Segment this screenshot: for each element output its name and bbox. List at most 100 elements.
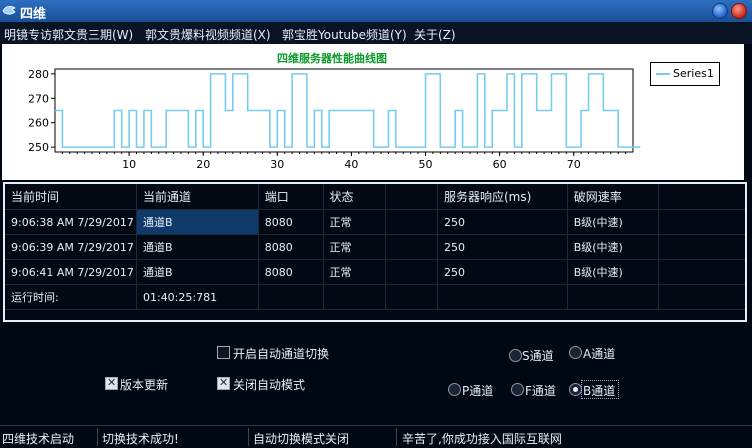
cell-response[interactable]: 250	[437, 209, 568, 235]
cell-time[interactable]: 9:06:41 AM 7/29/2017	[5, 259, 137, 285]
table-row[interactable]: 9:06:41 AM 7/29/2017 通道B 8080 正常 250 B级(…	[5, 259, 745, 285]
cell-blank	[385, 284, 438, 310]
cell-time[interactable]: 9:06:39 AM 7/29/2017	[5, 234, 137, 260]
x-tick-label: 20	[196, 158, 210, 171]
s-channel-label[interactable]: S通道	[522, 349, 554, 363]
p-channel-radio[interactable]	[448, 383, 461, 396]
menu-mingjing-interview[interactable]: 明镜专访郭文贵三期(W)	[4, 28, 134, 42]
cell-empty	[658, 284, 745, 310]
title-bar: 四维	[0, 0, 752, 22]
cell-blank	[258, 284, 324, 310]
cell-blank[interactable]	[385, 209, 438, 235]
x-tick-label: 70	[567, 158, 581, 171]
status-auto-mode: 自动切换模式关闭	[253, 432, 350, 446]
y-tick-label: 280	[28, 68, 49, 81]
header-current-time[interactable]: 当前时间	[5, 184, 137, 210]
chart-title: 四维服务器性能曲线图	[277, 52, 387, 65]
cell-blank	[567, 284, 660, 310]
status-startup: 四维技术启动	[2, 432, 75, 446]
p-channel-label[interactable]: P通道	[462, 384, 494, 398]
cell-status[interactable]: 正常	[323, 209, 387, 235]
minimize-button[interactable]	[712, 3, 728, 19]
b-channel-label[interactable]: B通道	[583, 384, 616, 398]
cell-channel[interactable]: 通道B	[136, 234, 259, 260]
menu-bar: 明镜专访郭文贵三期(W) 郭文贵爆料视频频道(X) 郭宝胜Youtube频道(Y…	[0, 22, 752, 44]
app-logo-icon	[2, 5, 16, 15]
b-channel-radio[interactable]	[569, 383, 582, 396]
series-line	[55, 73, 641, 148]
menu-guo-video-channel[interactable]: 郭文贵爆料视频频道(X)	[145, 28, 271, 42]
cell-status[interactable]: 正常	[323, 259, 387, 285]
a-channel-label[interactable]: A通道	[583, 347, 616, 361]
s-channel-radio[interactable]	[509, 349, 522, 362]
close-auto-mode-label[interactable]: 关闭自动模式	[233, 378, 306, 392]
cell-response[interactable]: 250	[437, 259, 568, 285]
x-tick-label: 60	[493, 158, 507, 171]
status-divider	[248, 428, 249, 446]
cell-blank[interactable]	[385, 259, 438, 285]
table-header-row: 当前时间 当前通道 端口 状态 服务器响应(ms) 破网速率	[5, 184, 745, 210]
window-title: 四维	[20, 7, 47, 22]
y-tick-label: 250	[28, 141, 49, 154]
cell-rate[interactable]: B级(中速)	[567, 259, 660, 285]
close-button[interactable]	[731, 3, 747, 19]
cell-time[interactable]: 9:06:38 AM 7/29/2017	[5, 209, 137, 235]
cell-blank[interactable]	[385, 234, 438, 260]
chart-legend: Series1	[650, 62, 720, 86]
status-divider	[97, 428, 98, 446]
version-update-checkbox[interactable]	[105, 376, 118, 390]
y-tick-label: 270	[28, 92, 49, 105]
cell-blank	[323, 284, 387, 310]
header-current-channel[interactable]: 当前通道	[136, 184, 259, 210]
status-divider	[396, 428, 397, 446]
x-tick-label: 30	[270, 158, 284, 171]
status-switch-success: 切换技术成功!	[102, 432, 179, 446]
menu-youtube-channel[interactable]: 郭宝胜Youtube频道(Y)	[282, 28, 407, 42]
runtime-label: 运行时间:	[5, 284, 137, 310]
header-blank[interactable]	[385, 184, 438, 210]
cell-response[interactable]: 250	[437, 234, 568, 260]
focus-rectangle	[581, 380, 619, 399]
cell-status[interactable]: 正常	[323, 234, 387, 260]
menu-about[interactable]: 关于(Z)	[414, 28, 456, 42]
cell-port[interactable]: 8080	[258, 209, 324, 235]
cell-empty	[658, 209, 745, 235]
x-tick-label: 10	[122, 158, 136, 171]
table-row[interactable]: 9:06:38 AM 7/29/2017 通道B 8080 正常 250 B级(…	[5, 209, 745, 235]
header-break-rate[interactable]: 破网速率	[567, 184, 660, 210]
channel-grid: 当前时间 当前通道 端口 状态 服务器响应(ms) 破网速率 9:06:38 A…	[3, 182, 747, 322]
chart-svg: 250 260 270 280 10 20 30 40 50 60 70	[28, 68, 641, 171]
cell-rate[interactable]: B级(中速)	[567, 209, 660, 235]
a-channel-radio[interactable]	[569, 346, 582, 359]
f-channel-radio[interactable]	[511, 383, 524, 396]
cell-blank	[437, 284, 568, 310]
performance-chart: 四维服务器性能曲线图 250 260 270 280 10 20 30 40 50 60 70 Se…	[2, 44, 744, 180]
cell-rate[interactable]: B级(中速)	[567, 234, 660, 260]
close-auto-mode-checkbox[interactable]	[217, 376, 230, 390]
status-bar: 四维技术启动 切换技术成功! 自动切换模式关闭 辛苦了,你成功接入国际互联网	[0, 425, 752, 448]
version-update-label[interactable]: 版本更新	[120, 378, 169, 392]
header-empty	[658, 184, 745, 210]
runtime-row[interactable]: 运行时间: 01:40:25:781	[5, 284, 745, 310]
channel-table: 当前时间 当前通道 端口 状态 服务器响应(ms) 破网速率 9:06:38 A…	[5, 184, 745, 310]
cell-port[interactable]: 8080	[258, 259, 324, 285]
x-tick-label: 50	[419, 158, 433, 171]
cell-channel[interactable]: 通道B	[136, 259, 259, 285]
header-server-response[interactable]: 服务器响应(ms)	[437, 184, 568, 210]
cell-channel[interactable]: 通道B	[136, 209, 259, 235]
table-row[interactable]: 9:06:39 AM 7/29/2017 通道B 8080 正常 250 B级(…	[5, 234, 745, 260]
cell-port[interactable]: 8080	[258, 234, 324, 260]
status-connected: 辛苦了,你成功接入国际互联网	[402, 432, 562, 446]
cell-empty	[658, 234, 745, 260]
cell-empty	[658, 259, 745, 285]
auto-switch-checkbox[interactable]	[217, 346, 230, 359]
legend-swatch	[656, 73, 670, 75]
legend-label: Series1	[673, 67, 714, 80]
runtime-value: 01:40:25:781	[136, 284, 259, 310]
f-channel-label[interactable]: F通道	[525, 384, 556, 398]
header-port[interactable]: 端口	[258, 184, 324, 210]
auto-switch-label[interactable]: 开启自动通道切换	[233, 347, 330, 361]
y-tick-label: 260	[28, 117, 49, 130]
header-status[interactable]: 状态	[323, 184, 387, 210]
x-tick-label: 40	[344, 158, 358, 171]
